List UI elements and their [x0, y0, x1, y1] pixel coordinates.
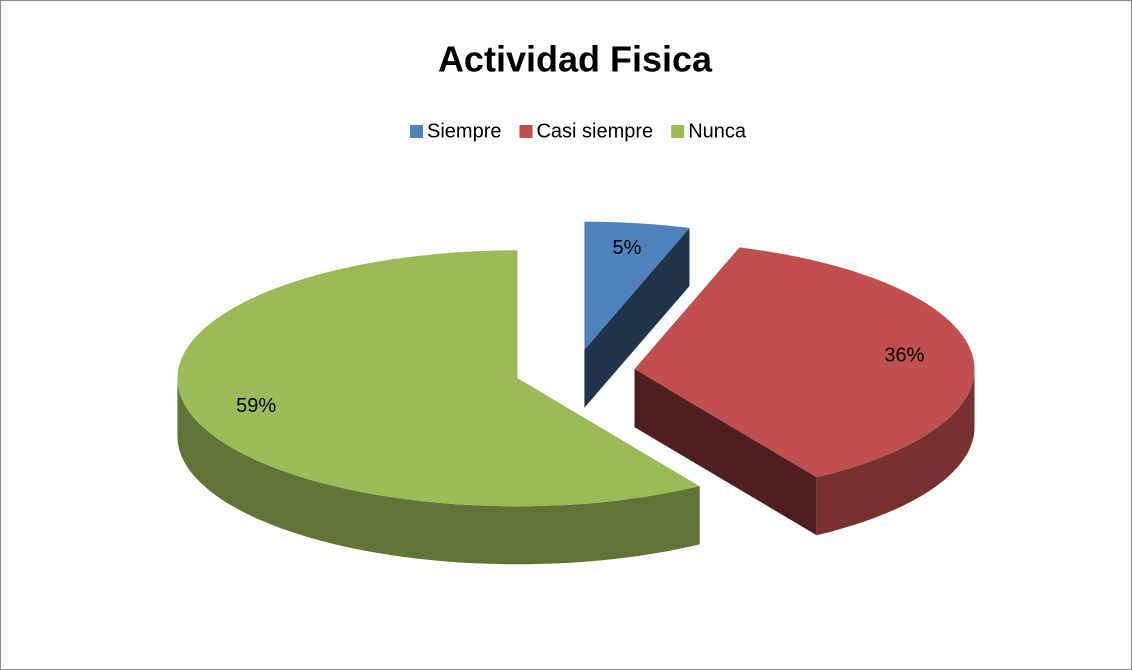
data-label: 59% [236, 395, 276, 417]
pie-tops: 5% 36% 59% [177, 221, 975, 507]
slice-rim [816, 369, 975, 536]
legend-label: Siempre [427, 120, 501, 142]
pie-slice [584, 221, 690, 350]
legend-swatch [671, 125, 685, 138]
data-label: 5% [612, 237, 641, 259]
legend-label: Casi siempre [536, 120, 653, 142]
pie-slice [634, 247, 975, 478]
data-label: 36% [884, 345, 924, 367]
pie-slice [177, 250, 700, 507]
legend-swatch [519, 125, 533, 138]
legend: Siempre Casi siempre Nunca [410, 120, 747, 142]
legend-swatch [410, 125, 423, 138]
slice-rim [177, 378, 700, 565]
chart-title: Actividad Fisica [438, 39, 713, 80]
legend-label: Nunca [688, 120, 747, 142]
slice-radial-side [634, 369, 817, 536]
slice-radial-side [584, 228, 690, 408]
